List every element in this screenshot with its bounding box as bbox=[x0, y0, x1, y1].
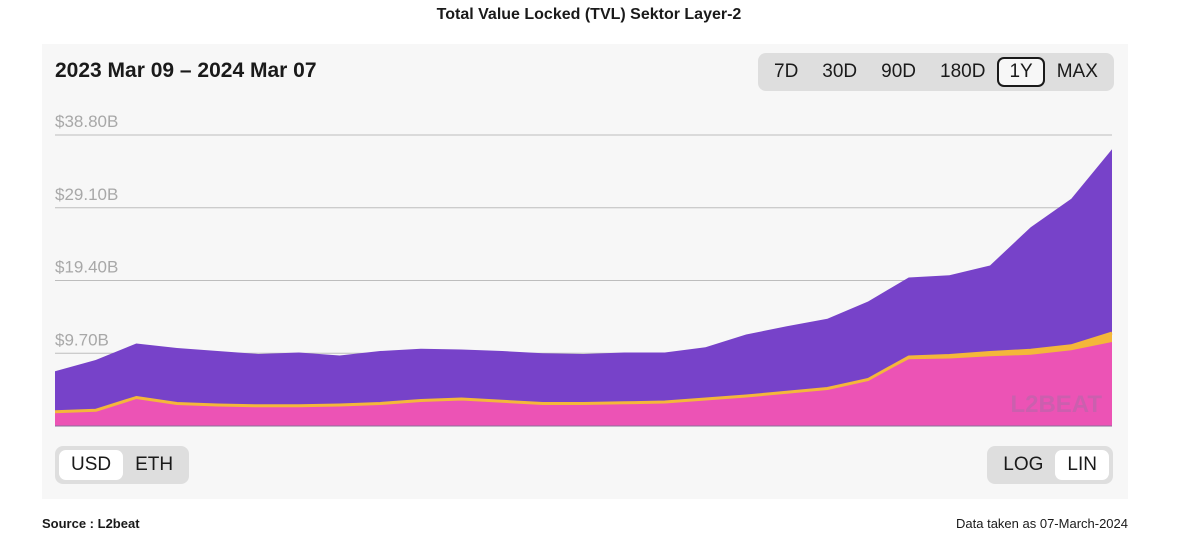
period-selector: 7D 30D 90D 180D 1Y MAX bbox=[758, 53, 1114, 91]
period-180d-button[interactable]: 180D bbox=[940, 61, 986, 82]
unit-eth-button[interactable]: ETH bbox=[135, 454, 174, 475]
scale-lin-button[interactable]: LIN bbox=[1055, 450, 1109, 480]
period-90d-button[interactable]: 90D bbox=[881, 61, 917, 82]
y-tick-label: $19.40B bbox=[55, 258, 118, 277]
date-range-label: 2023 Mar 09 – 2024 Mar 07 bbox=[55, 59, 317, 82]
period-30d-button[interactable]: 30D bbox=[822, 61, 858, 82]
scale-log-button[interactable]: LOG bbox=[1003, 454, 1044, 475]
unit-selector: USD ETH bbox=[55, 446, 190, 484]
series-upper-line bbox=[54, 331, 1113, 414]
scale-selector: LOG LIN bbox=[987, 446, 1113, 484]
chart-panel: 2023 Mar 09 – 2024 Mar 07 7D 30D 90D 180… bbox=[42, 44, 1128, 499]
series-total-area bbox=[55, 149, 1112, 427]
source-note: Source : L2beat bbox=[42, 516, 140, 531]
unit-usd-button[interactable]: USD bbox=[59, 450, 124, 480]
data-taken-note: Data taken as 07-March-2024 bbox=[956, 516, 1128, 531]
y-tick-label: $38.80B bbox=[55, 112, 118, 131]
period-max-button[interactable]: MAX bbox=[1056, 61, 1098, 82]
period-1y-button[interactable]: 1Y bbox=[997, 57, 1045, 87]
series-lower-area bbox=[55, 342, 1112, 426]
l2beat-watermark: L2BEAT bbox=[1010, 391, 1102, 418]
period-7d-button[interactable]: 7D bbox=[774, 61, 799, 82]
chart-title: Total Value Locked (TVL) Sektor Layer-2 bbox=[436, 6, 742, 23]
y-tick-label: $9.70B bbox=[55, 330, 109, 349]
y-tick-label: $29.10B bbox=[55, 185, 118, 204]
